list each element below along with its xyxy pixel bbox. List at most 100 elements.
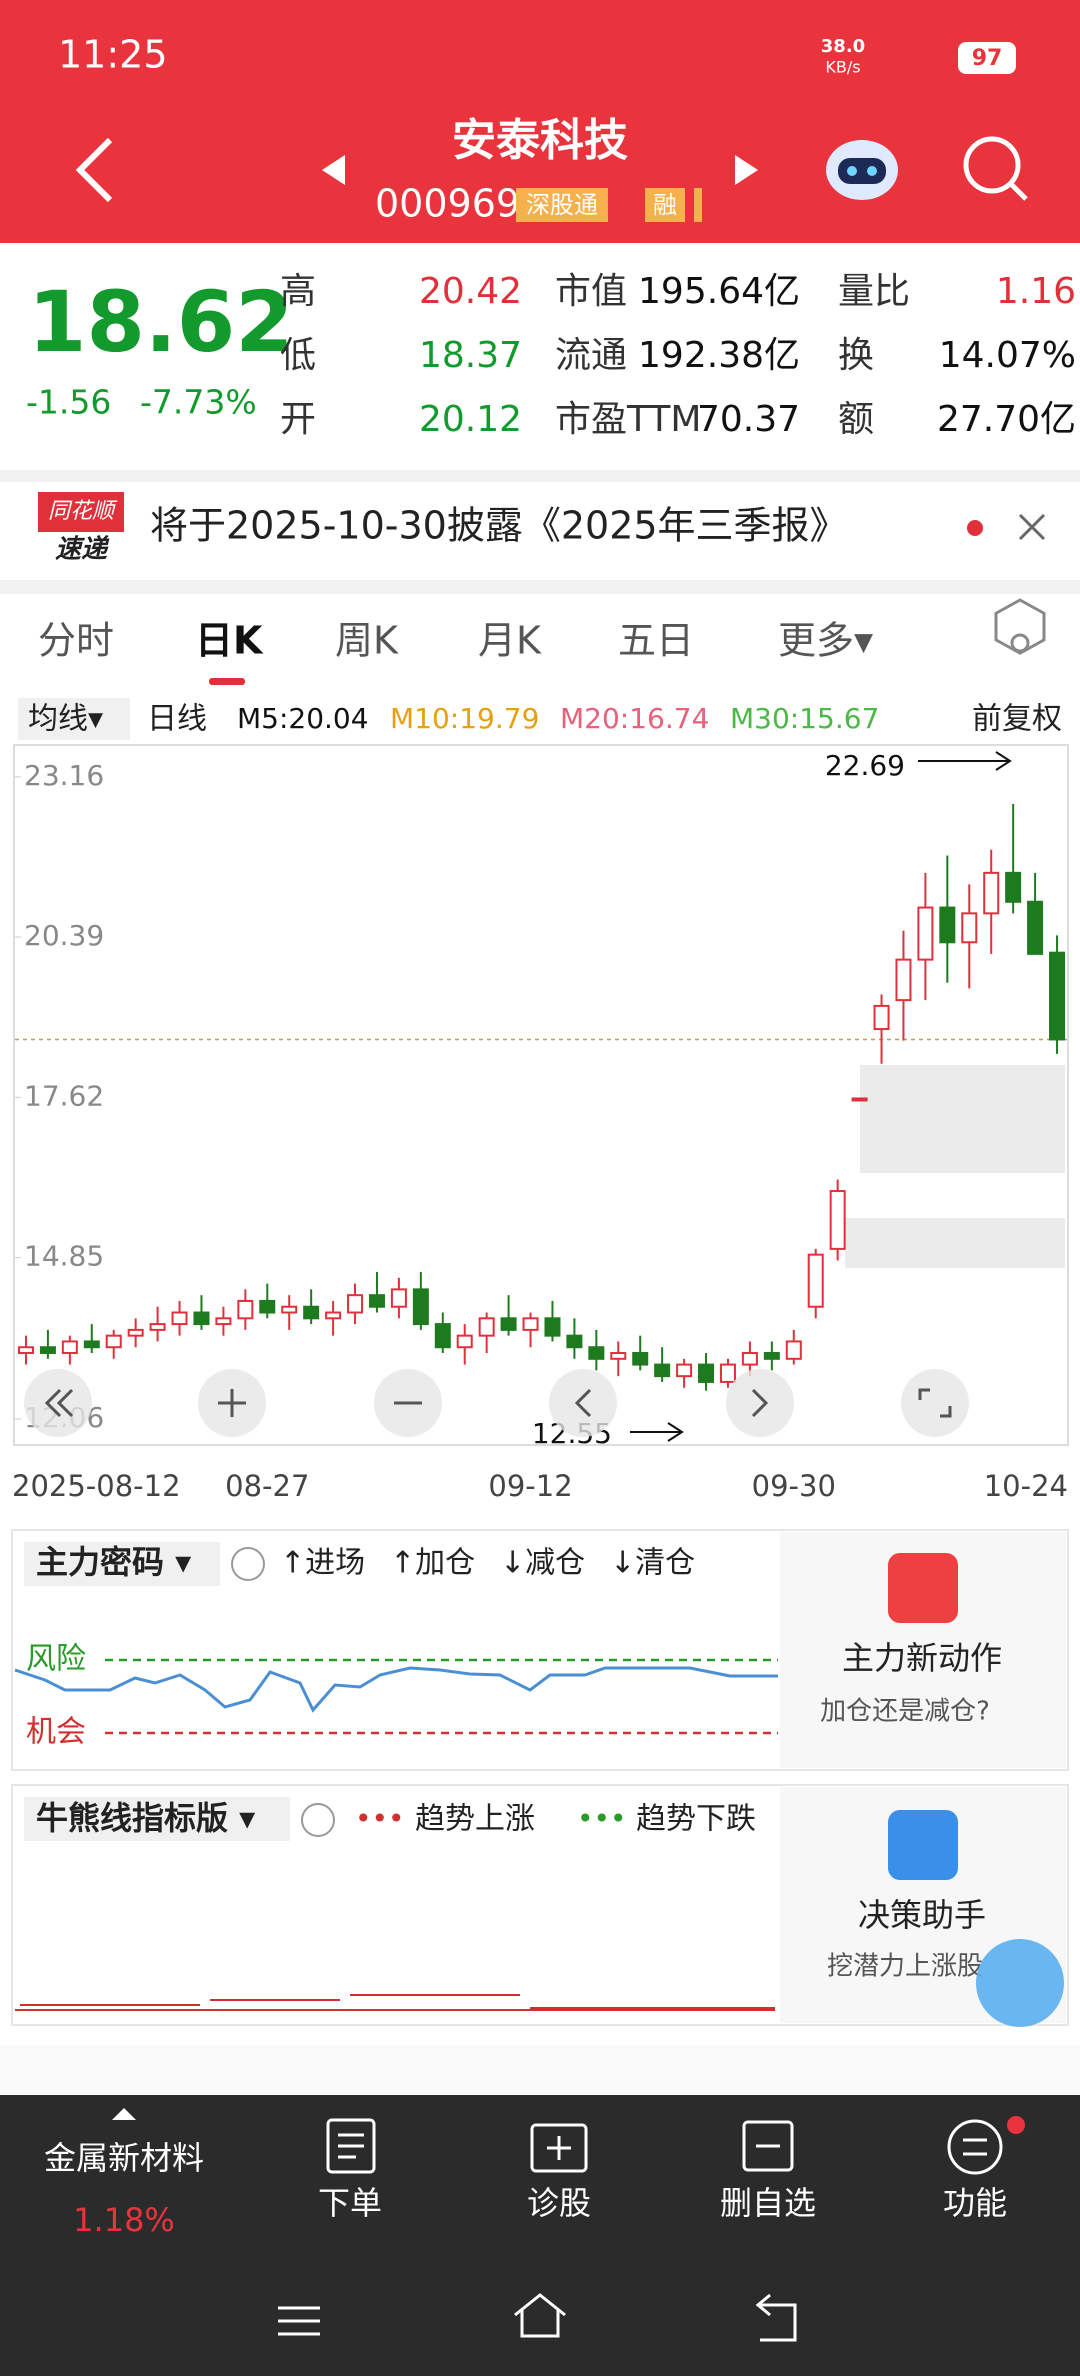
card-sub[interactable]: 挖潜力上涨股: [827, 1952, 983, 1982]
y-tick-label: 14.85: [24, 1240, 104, 1273]
candle-body: [61, 1340, 78, 1355]
field-value: 14.07%: [939, 335, 1076, 376]
candle-body: [851, 1097, 868, 1102]
panel-title: 主力密码 ▾: [36, 1543, 191, 1581]
badge: 深股通: [526, 191, 598, 219]
settings-dot: [1010, 633, 1030, 653]
candle-body: [610, 1352, 627, 1360]
field-value: 1.16: [996, 271, 1076, 312]
candle-body: [127, 1328, 144, 1337]
battery-level: 97: [972, 46, 1003, 71]
x-tick-label: 09-30: [752, 1469, 836, 1503]
adjust[interactable]: 前复权: [972, 702, 1062, 737]
nav: 下单 诊股 删自选 功能: [318, 2184, 1007, 2222]
candle-body: [873, 1004, 890, 1031]
nav-icons: [278, 2118, 1003, 2342]
field-value: 27.70亿: [937, 399, 1076, 440]
legend: ↑进场 ↑加仓 ↓减仓 ↓清仓: [280, 1546, 695, 1581]
card-icon[interactable]: [888, 1810, 958, 1880]
card-sub[interactable]: 加仓还是减仓?: [820, 1697, 990, 1727]
speed-unit: KB/s: [825, 58, 860, 77]
card-title[interactable]: 主力新动作: [842, 1639, 1002, 1677]
candle-body: [17, 1346, 34, 1355]
candle-body: [939, 906, 956, 944]
candle-body: [105, 1334, 122, 1349]
nav-item[interactable]: 删自选: [720, 2184, 816, 2222]
divider: [0, 470, 1080, 482]
tab[interactable]: 月K: [478, 619, 542, 663]
candle-body: [39, 1346, 56, 1355]
mini-bars: [15, 1994, 775, 2011]
ma-legend: M5:20.04 M10:19.79 M20:16.74 M30:15.67: [237, 702, 879, 735]
prev-stock[interactable]: [322, 155, 345, 185]
robot-eye: [867, 166, 877, 176]
panel-select[interactable]: [24, 1542, 220, 1586]
ma-mode: 均线▾: [28, 702, 103, 737]
candle-body: [698, 1363, 715, 1383]
candle-body: [412, 1288, 429, 1326]
badge: 融: [653, 191, 677, 219]
candle-body: [676, 1363, 693, 1378]
legend-item: ↑加仓: [390, 1546, 475, 1581]
field-label: 换: [838, 335, 874, 376]
field-value: 70.37: [697, 399, 800, 440]
nav-item[interactable]: 功能: [943, 2184, 1007, 2222]
tab[interactable]: 分时: [38, 619, 114, 663]
settings[interactable]: [994, 598, 1046, 655]
chart-buttons: [24, 1369, 969, 1437]
candle-body: [456, 1334, 473, 1349]
notice-text[interactable]: 将于2025-10-30披露《2025年三季报》: [150, 504, 848, 548]
candle-body: [588, 1346, 605, 1360]
card-title[interactable]: 决策助手: [858, 1896, 986, 1934]
btn-left[interactable]: [549, 1369, 617, 1437]
search[interactable]: [963, 136, 1021, 194]
ma-select[interactable]: [18, 698, 130, 740]
arrow: [630, 1422, 684, 1442]
candle-body: [193, 1311, 210, 1326]
field-value: 18.37: [419, 335, 522, 376]
tip-button[interactable]: [976, 1939, 1064, 2027]
help[interactable]: [231, 1547, 265, 1581]
panel: [11, 1784, 1069, 2026]
candle-body: [434, 1323, 451, 1349]
back[interactable]: [75, 137, 113, 203]
btn-full[interactable]: [901, 1369, 969, 1437]
candle-body: [215, 1317, 232, 1326]
help[interactable]: [301, 1803, 335, 1837]
tab[interactable]: 周K: [335, 619, 399, 663]
field-value: 192.38亿: [638, 335, 800, 376]
tab[interactable]: 五日: [618, 619, 694, 663]
panel: [11, 1529, 1069, 1771]
x-tick-label: 10-24: [984, 1469, 1068, 1503]
candle-body: [917, 906, 934, 961]
field-label: 市值: [555, 271, 627, 312]
x-axis: 2025-08-12 08-27 09-12 09-30 10-24: [12, 1469, 1068, 1503]
next-stock[interactable]: [735, 155, 758, 185]
close[interactable]: [1018, 513, 1046, 541]
stock-code: 000969: [375, 182, 520, 226]
candle-body: [325, 1311, 342, 1320]
tab-strip: [0, 2045, 1080, 2095]
candle-body: [719, 1363, 736, 1383]
nav-item[interactable]: 下单: [318, 2184, 382, 2222]
btn-right[interactable]: [726, 1369, 794, 1437]
tab[interactable]: 日K: [195, 619, 264, 663]
candle-body: [368, 1294, 385, 1308]
up-caret: [112, 2108, 136, 2120]
ma-label: M5:20.04: [237, 702, 369, 735]
price: 18.62: [28, 273, 294, 371]
panel-select[interactable]: [24, 1797, 290, 1841]
candle-body: [390, 1288, 407, 1308]
search-handle: [1009, 182, 1028, 201]
candle-body: [961, 912, 978, 944]
candle-body: [83, 1340, 100, 1349]
badge-bg: [516, 188, 608, 222]
card-icon[interactable]: [888, 1553, 958, 1623]
ma-label: M20:16.74: [560, 702, 709, 735]
nav-item[interactable]: 诊股: [527, 2184, 591, 2222]
brand-top: [38, 492, 124, 532]
tab[interactable]: 更多▾: [778, 619, 873, 663]
badge-dot: [1007, 2116, 1025, 2134]
sector[interactable]: 金属新材料: [44, 2139, 204, 2177]
